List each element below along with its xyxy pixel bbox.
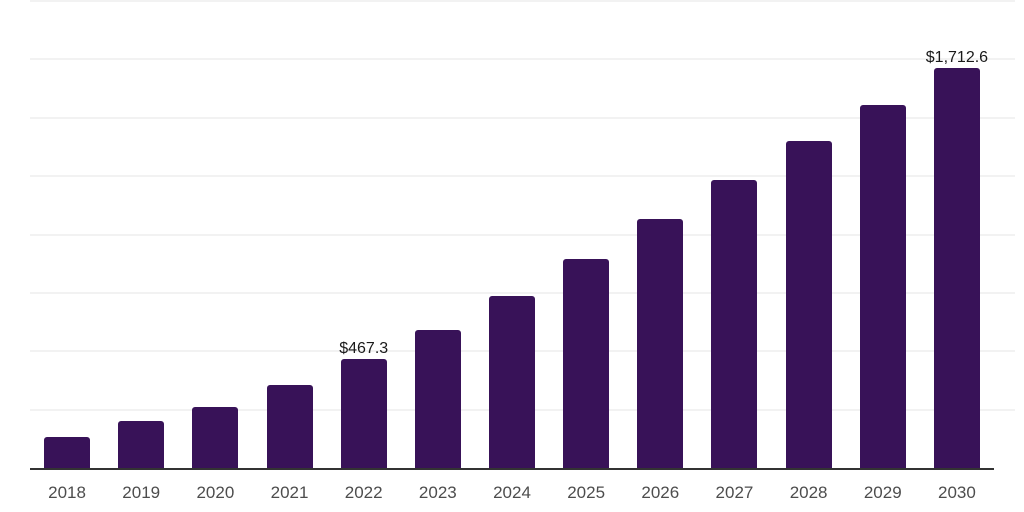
bar-2020[interactable] bbox=[192, 407, 239, 468]
gridline bbox=[30, 58, 1015, 61]
x-axis-line bbox=[30, 468, 994, 470]
gridline bbox=[30, 291, 1015, 294]
gridline bbox=[30, 0, 1015, 2]
x-tick-label-2023: 2023 bbox=[418, 483, 457, 502]
x-tick-label-2030: 2030 bbox=[938, 483, 976, 502]
x-tick-label-2019: 2019 bbox=[122, 483, 161, 502]
bar-2018[interactable] bbox=[44, 437, 91, 468]
x-tick-label-2028: 2028 bbox=[789, 483, 828, 502]
gridline bbox=[30, 116, 1015, 119]
bar-2029[interactable] bbox=[859, 105, 906, 468]
bar-2026[interactable] bbox=[637, 218, 684, 468]
bar-value-label-2022: $467.3 bbox=[339, 339, 389, 357]
x-tick-label-2029: 2029 bbox=[863, 483, 902, 502]
x-tick-label-2021: 2021 bbox=[270, 483, 309, 502]
bar-2028[interactable] bbox=[785, 140, 832, 468]
x-tick-label-2022: 2022 bbox=[344, 483, 383, 502]
x-tick-label-2020: 2020 bbox=[196, 483, 235, 502]
bar-2030[interactable] bbox=[933, 68, 980, 468]
x-tick-label-2025: 2025 bbox=[567, 483, 606, 502]
bar-2024[interactable] bbox=[489, 296, 535, 468]
bar-2023[interactable] bbox=[414, 330, 461, 468]
bar-2021[interactable] bbox=[266, 385, 313, 468]
x-tick-label-2018: 2018 bbox=[48, 483, 86, 502]
bar-2019[interactable] bbox=[118, 421, 165, 468]
gridline bbox=[30, 175, 1015, 178]
bar-2027[interactable] bbox=[711, 179, 758, 468]
bar-2022[interactable] bbox=[340, 358, 387, 468]
gridline bbox=[30, 233, 1015, 236]
x-tick-label-2024: 2024 bbox=[493, 483, 531, 502]
x-tick-label-2027: 2027 bbox=[715, 483, 754, 502]
bar-value-label-2030: $1,712.6 bbox=[925, 49, 989, 67]
x-tick-label-2026: 2026 bbox=[641, 483, 680, 502]
bar-2025[interactable] bbox=[563, 258, 610, 468]
